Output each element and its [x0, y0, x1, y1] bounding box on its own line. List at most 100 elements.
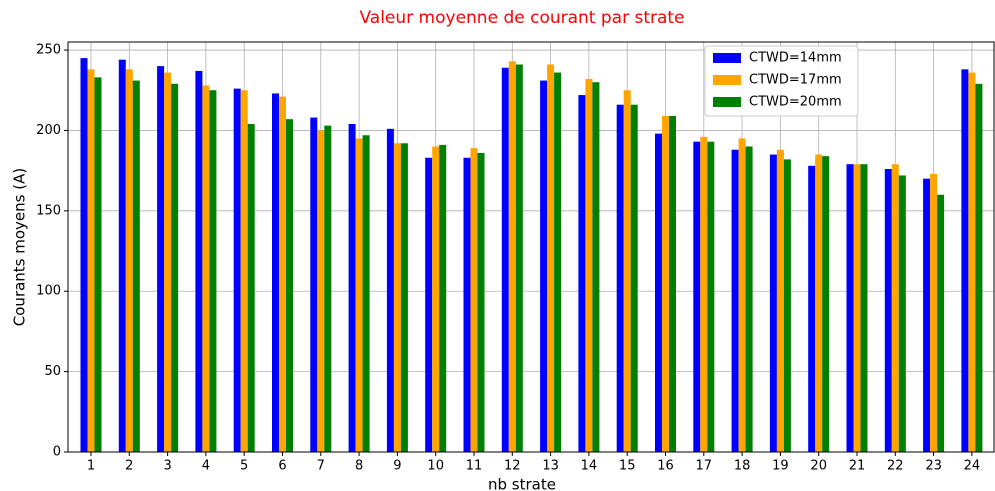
bar: [157, 66, 165, 452]
bar: [745, 146, 753, 452]
bar: [362, 135, 370, 453]
y-axis-label: Courants moyens (A): [11, 168, 29, 326]
x-tick-label: 2: [125, 459, 133, 474]
y-tick-label: 50: [44, 364, 61, 379]
bar: [272, 93, 279, 452]
bar: [930, 173, 938, 452]
bar: [616, 104, 624, 453]
bar: [923, 178, 931, 452]
x-tick-label: 12: [504, 459, 521, 474]
bar: [961, 69, 969, 452]
y-tick-label: 250: [36, 43, 61, 58]
bar: [884, 169, 892, 453]
x-tick-label: 24: [964, 459, 981, 474]
bar: [233, 88, 241, 453]
bar: [393, 143, 401, 452]
legend-label: CTWD=14mm: [749, 51, 842, 66]
bar: [324, 125, 332, 452]
bar: [630, 104, 638, 453]
bar: [822, 156, 830, 452]
bar: [623, 90, 631, 452]
x-axis-label: nb strate: [488, 476, 556, 491]
bar: [132, 80, 140, 453]
y-tick-label: 0: [53, 445, 61, 460]
x-tick-label: 17: [696, 459, 713, 474]
bar: [662, 115, 669, 452]
bar: [592, 82, 600, 452]
bar: [463, 157, 471, 452]
bar: [118, 59, 126, 452]
x-tick-label: 19: [772, 459, 789, 474]
x-tick-label: 5: [240, 459, 248, 474]
bar: [776, 149, 784, 452]
x-tick-label: 22: [887, 459, 904, 474]
bar: [432, 146, 440, 452]
bar: [286, 119, 293, 453]
bar: [815, 154, 823, 453]
x-tick-label: 7: [317, 459, 325, 474]
x-tick-label: 16: [657, 459, 674, 474]
bar: [171, 83, 179, 452]
bar: [898, 175, 906, 452]
bar: [87, 69, 95, 452]
bar: [310, 117, 318, 452]
bar: [470, 148, 478, 452]
legend-box: [704, 45, 859, 117]
bar: [585, 78, 593, 452]
y-tick-label: 100: [36, 284, 61, 299]
x-tick-label: 9: [393, 459, 401, 474]
bar: [707, 141, 715, 452]
bar: [853, 164, 861, 452]
bar: [554, 72, 562, 453]
bar: [400, 143, 408, 452]
bar: [693, 141, 701, 452]
bar: [279, 96, 286, 453]
bar: [975, 83, 983, 452]
bar: [209, 90, 217, 452]
x-tick-label: 4: [202, 459, 210, 474]
bar: [937, 194, 945, 452]
bar: [769, 154, 777, 453]
legend-swatch: [713, 75, 741, 85]
legend-label: CTWD=20mm: [749, 95, 842, 110]
bar: [578, 95, 586, 452]
x-tick-label: 8: [355, 459, 363, 474]
bar: [700, 136, 708, 453]
bar: [425, 157, 433, 452]
x-tick-label: 14: [581, 459, 598, 474]
bar: [731, 149, 739, 452]
bar: [125, 69, 133, 452]
bar: [348, 124, 356, 452]
x-tick-label: 3: [163, 459, 171, 474]
bar: [164, 72, 172, 453]
plot-frame: [67, 41, 995, 453]
chart-title: Valeur moyenne de courant par strate: [359, 8, 684, 28]
x-tick-label: 21: [849, 459, 866, 474]
bar: [202, 85, 210, 452]
y-tick-label: 150: [36, 203, 61, 218]
y-tick-label: 200: [36, 123, 61, 138]
x-tick-label: 6: [278, 459, 286, 474]
bar: [738, 138, 746, 452]
bar: [669, 115, 676, 452]
bar: [80, 58, 88, 452]
bar: [355, 138, 363, 452]
x-tick-label: 20: [810, 459, 827, 474]
bar: [386, 128, 394, 452]
bar: [846, 164, 854, 452]
bar: [195, 70, 203, 453]
bar: [540, 80, 548, 453]
bar: [655, 133, 662, 452]
bar: [783, 159, 791, 452]
x-tick-label: 13: [542, 459, 559, 474]
bar: [860, 164, 868, 452]
x-tick-label: 23: [925, 459, 942, 474]
legend-swatch: [713, 97, 741, 107]
bar: [508, 61, 516, 452]
bar: [547, 64, 555, 453]
bar: [240, 90, 248, 452]
x-tick-label: 18: [734, 459, 751, 474]
x-tick-label: 1: [87, 459, 95, 474]
legend-swatch: [713, 53, 741, 63]
